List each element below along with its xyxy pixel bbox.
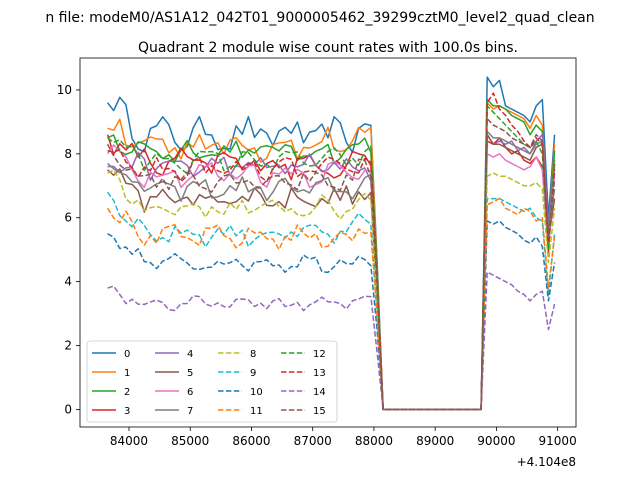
legend-label-15: 15 <box>313 406 326 417</box>
legend-box <box>86 340 338 423</box>
legend-label-5: 5 <box>187 368 193 379</box>
x-tick-label: 90000 <box>477 434 515 448</box>
series-line-7 <box>107 130 556 411</box>
legend-label-8: 8 <box>250 349 256 360</box>
series-line-1 <box>107 101 556 411</box>
x-tick-label: 87000 <box>294 434 332 448</box>
x-axis-offset-label: +4.104e8 <box>517 455 576 469</box>
legend-label-11: 11 <box>250 406 263 417</box>
series-line-8 <box>107 169 556 411</box>
y-tick-label: 10 <box>57 83 72 97</box>
series-line-6 <box>106 144 556 411</box>
x-tick-label: 86000 <box>232 434 270 448</box>
series-line-2 <box>107 98 556 411</box>
legend-label-10: 10 <box>250 387 263 398</box>
chart-title: Quadrant 2 module wise count rates with … <box>138 40 518 56</box>
series-line-14 <box>107 271 556 411</box>
legend-label-0: 0 <box>124 349 130 360</box>
series-line-15 <box>106 117 556 411</box>
y-tick-label: 4 <box>64 275 72 289</box>
series-line-13 <box>107 92 556 411</box>
legend-label-9: 9 <box>250 368 256 379</box>
legend-label-13: 13 <box>313 368 326 379</box>
series-line-0 <box>106 76 556 411</box>
x-tick-label: 91000 <box>539 434 577 448</box>
legend-label-4: 4 <box>187 349 193 360</box>
plot-area <box>106 76 556 411</box>
legend-label-3: 3 <box>124 406 130 417</box>
y-tick-label: 8 <box>64 147 72 161</box>
axes: 84000 85000 86000 87000 88000 89000 90000 91000… <box>57 57 577 448</box>
x-tick-label: 89000 <box>416 434 454 448</box>
legend-label-12: 12 <box>313 349 326 360</box>
x-tick-label: 85000 <box>171 434 209 448</box>
legend-label-2: 2 <box>124 387 130 398</box>
figure-suptitle: n file: modeM0/AS1A12_042T01_9000005462_… <box>45 10 594 26</box>
y-tick-label: 6 <box>64 211 72 225</box>
series-line-10 <box>107 220 556 411</box>
x-tick-label: 84000 <box>110 434 148 448</box>
series-line-12 <box>107 105 556 411</box>
x-tick-label: 88000 <box>355 434 393 448</box>
y-tick-label: 2 <box>64 339 72 353</box>
legend-label-7: 7 <box>187 406 193 417</box>
legend-label-1: 1 <box>124 368 130 379</box>
y-tick-label: 0 <box>64 402 72 416</box>
series-line-11 <box>106 197 556 411</box>
axes-frame <box>79 57 577 428</box>
series-line-5 <box>107 133 556 411</box>
legend-label-14: 14 <box>313 387 326 398</box>
series-lines <box>106 76 556 411</box>
series-line-4 <box>107 133 556 411</box>
series-line-3 <box>106 134 556 411</box>
legend-label-6: 6 <box>187 387 193 398</box>
